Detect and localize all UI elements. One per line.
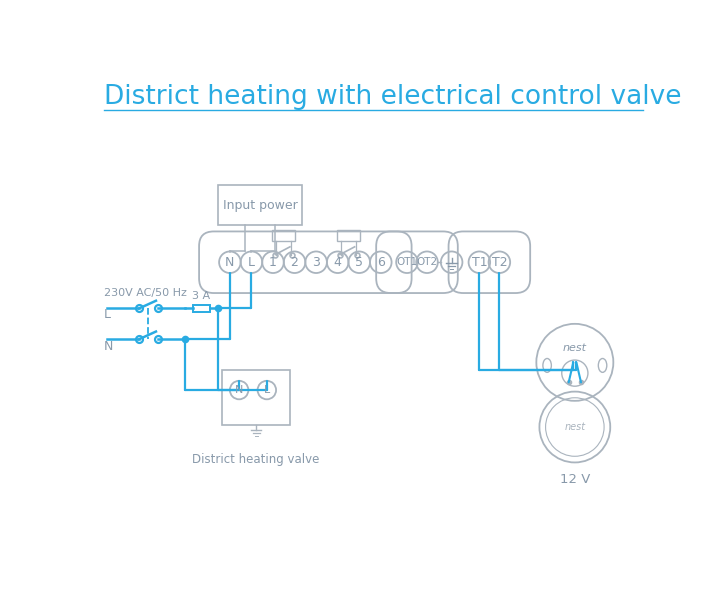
Text: nest: nest bbox=[564, 422, 585, 432]
Text: 4: 4 bbox=[333, 256, 341, 268]
Text: 3 A: 3 A bbox=[192, 291, 210, 301]
Text: T1: T1 bbox=[472, 256, 487, 268]
Text: 230V AC/50 Hz: 230V AC/50 Hz bbox=[103, 288, 186, 298]
Text: OT1: OT1 bbox=[397, 257, 418, 267]
Text: 12 V: 12 V bbox=[560, 473, 590, 486]
Text: 5: 5 bbox=[355, 256, 363, 268]
Text: District heating valve: District heating valve bbox=[192, 453, 320, 466]
Bar bbox=[222, 370, 290, 425]
Text: 1: 1 bbox=[269, 256, 277, 268]
Text: L: L bbox=[264, 385, 270, 395]
Text: T2: T2 bbox=[491, 256, 507, 268]
Text: District heating with electrical control valve: District heating with electrical control… bbox=[103, 84, 681, 110]
Text: 2: 2 bbox=[290, 256, 298, 268]
Text: 6: 6 bbox=[377, 256, 384, 268]
Text: nest: nest bbox=[563, 343, 587, 353]
Text: L: L bbox=[103, 308, 111, 321]
Bar bbox=[193, 305, 210, 312]
Bar bbox=[272, 230, 296, 241]
Text: L: L bbox=[248, 256, 255, 268]
Bar bbox=[218, 185, 302, 225]
Text: OT2: OT2 bbox=[416, 257, 438, 267]
Text: Input power: Input power bbox=[223, 199, 297, 211]
Text: N: N bbox=[103, 340, 113, 353]
Text: 3: 3 bbox=[312, 256, 320, 268]
Text: N: N bbox=[225, 256, 234, 268]
Bar bbox=[337, 230, 360, 241]
Text: N: N bbox=[235, 385, 243, 395]
